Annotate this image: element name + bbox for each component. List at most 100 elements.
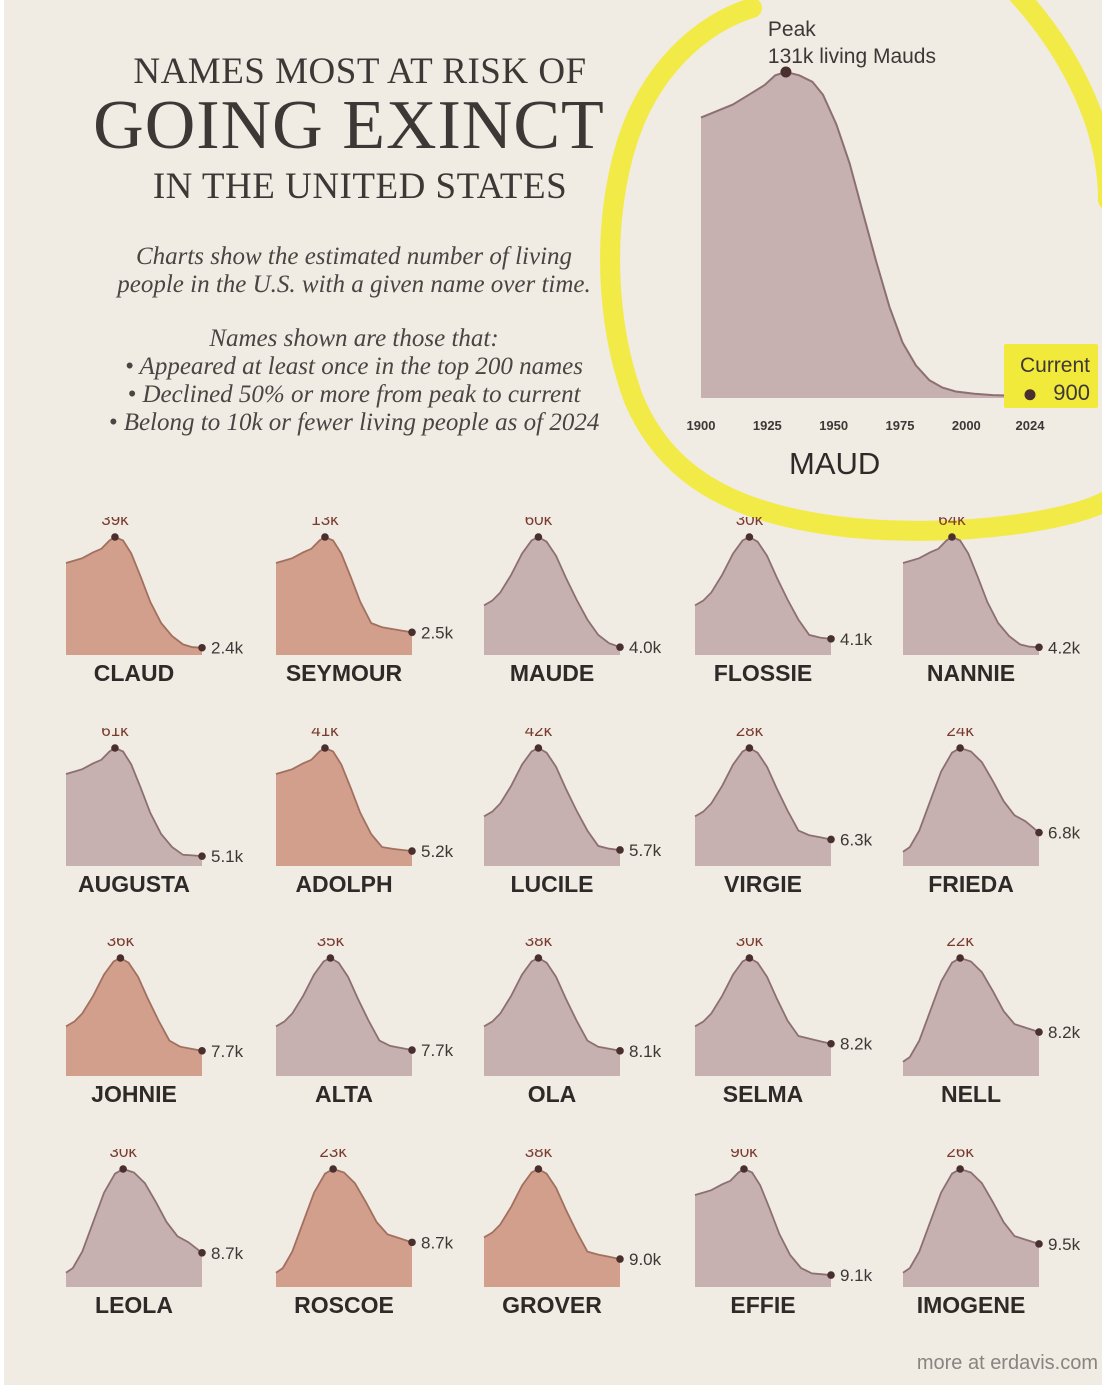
current-dot bbox=[1035, 643, 1043, 652]
peak-value: 38k bbox=[525, 938, 553, 950]
x-tick-label: 2024 bbox=[1016, 418, 1046, 433]
peak-dot bbox=[326, 954, 335, 962]
name-label: LEOLA bbox=[95, 1292, 173, 1318]
title-main: GOING EXINCT bbox=[93, 87, 605, 164]
line bbox=[694, 535, 832, 640]
peak-dot bbox=[111, 533, 119, 541]
title-line-1: NAMES MOST AT RISK OF bbox=[133, 51, 587, 92]
name-label: OLA bbox=[527, 1081, 577, 1107]
peak-dot bbox=[329, 1165, 337, 1173]
line bbox=[275, 746, 413, 852]
line bbox=[483, 746, 621, 851]
source-credit: more at erdavis.com bbox=[916, 1352, 1098, 1374]
current-value: 4.1k bbox=[840, 630, 873, 649]
current-label: Current bbox=[1020, 354, 1090, 377]
peak-value: 42k bbox=[525, 728, 553, 740]
small-chart-johnie: 36k 7.7k bbox=[65, 938, 244, 1076]
small-chart-selma: 30k 8.2k bbox=[694, 938, 873, 1076]
name-label: JOHNIE bbox=[91, 1081, 177, 1107]
current-dot bbox=[827, 1271, 835, 1279]
small-chart-claud: 39k 2.4k bbox=[65, 517, 244, 658]
name-label: IMOGENE bbox=[916, 1292, 1026, 1318]
area bbox=[484, 958, 620, 1076]
line bbox=[483, 535, 621, 648]
current-dot bbox=[827, 1039, 835, 1048]
name-label: ADOLPH bbox=[295, 871, 393, 897]
small-chart-augusta: 61k 5.1k bbox=[65, 728, 244, 866]
line bbox=[65, 1168, 203, 1274]
area bbox=[695, 748, 831, 866]
peak-dot bbox=[116, 954, 125, 962]
small-chart-flossie: 30k 4.1k bbox=[694, 517, 873, 655]
area bbox=[66, 748, 202, 866]
line bbox=[694, 746, 832, 841]
line bbox=[694, 956, 832, 1045]
criteria-item: • Belong to 10k or fewer living people a… bbox=[108, 409, 600, 436]
line bbox=[483, 956, 621, 1052]
maud-area bbox=[701, 72, 1030, 398]
line bbox=[902, 747, 1040, 853]
criteria-intro: Names shown are those that: bbox=[209, 325, 499, 352]
small-chart-leola: 30k 8.7k bbox=[65, 1149, 244, 1287]
x-tick-label: 1925 bbox=[753, 418, 782, 433]
name-label: NELL bbox=[940, 1081, 1002, 1107]
small-chart-roscoe: 23k 8.7k bbox=[275, 1149, 454, 1287]
criteria-item: • Declined 50% or more from peak to curr… bbox=[127, 381, 581, 408]
peak-value: 60k bbox=[525, 517, 553, 529]
area bbox=[276, 748, 412, 866]
current-dot bbox=[198, 852, 206, 860]
description: Charts show the estimated number of livi… bbox=[34, 243, 674, 299]
line bbox=[65, 535, 203, 649]
line bbox=[902, 1168, 1040, 1274]
name-label: FRIEDA bbox=[928, 871, 1014, 897]
area bbox=[695, 537, 831, 655]
area bbox=[903, 748, 1039, 866]
x-tick-label: 1950 bbox=[819, 418, 848, 433]
description-line-1: Charts show the estimated number of livi… bbox=[135, 243, 573, 270]
peak-dot bbox=[534, 744, 543, 752]
current-dot bbox=[1035, 1240, 1043, 1248]
small-chart-seymour: 13k 2.5k bbox=[275, 517, 454, 655]
peak-dot bbox=[745, 954, 754, 962]
area bbox=[903, 537, 1039, 655]
name-label: VIRGIE bbox=[724, 871, 802, 897]
peak-dot bbox=[956, 1165, 964, 1173]
maud-current-dot bbox=[1024, 389, 1036, 401]
area bbox=[276, 958, 412, 1076]
peak-value: 36k bbox=[107, 938, 135, 950]
peak-value: 23k bbox=[319, 1149, 347, 1161]
peak-value: 38k bbox=[525, 1149, 553, 1161]
small-chart-virgie: 28k 6.3k bbox=[694, 728, 873, 866]
peak-value: 30k bbox=[109, 1149, 137, 1161]
line bbox=[275, 1168, 413, 1274]
current-value: 7.7k bbox=[421, 1041, 454, 1060]
line bbox=[275, 535, 413, 634]
small-chart-frieda: 24k 6.8k bbox=[902, 728, 1081, 866]
current-dot bbox=[408, 628, 416, 637]
peak-value-label: 131k living Mauds bbox=[768, 45, 936, 68]
area bbox=[66, 1169, 202, 1287]
peak-value: 28k bbox=[736, 728, 764, 740]
small-chart-nannie: 64k 4.2k bbox=[902, 517, 1081, 657]
current-value: 8.7k bbox=[421, 1233, 454, 1252]
criteria-list: • Appeared at least once in the top 200 … bbox=[34, 353, 674, 437]
small-chart-effie: 90k 9.1k bbox=[694, 1149, 873, 1287]
peak-label: Peak bbox=[768, 18, 816, 41]
x-tick-label: 2000 bbox=[952, 418, 981, 433]
peak-value: 30k bbox=[736, 517, 764, 529]
description-line-2: people in the U.S. with a given name ove… bbox=[117, 271, 591, 298]
name-label: GROVER bbox=[502, 1292, 602, 1318]
current-dot bbox=[1035, 828, 1043, 837]
current-value: 4.0k bbox=[629, 638, 662, 657]
peak-value: 30k bbox=[736, 938, 764, 950]
current-dot bbox=[616, 1047, 624, 1055]
current-dot bbox=[827, 835, 835, 844]
peak-dot bbox=[534, 1165, 543, 1173]
small-chart-nell: 22k 8.2k bbox=[902, 938, 1081, 1076]
current-value: 9.0k bbox=[629, 1250, 662, 1269]
name-label: LUCILE bbox=[510, 871, 594, 897]
current-value: 6.3k bbox=[840, 830, 873, 849]
line bbox=[275, 956, 413, 1051]
name-label: MAUDE bbox=[509, 660, 595, 686]
highlight-circle-annotation bbox=[1009, 0, 1102, 208]
